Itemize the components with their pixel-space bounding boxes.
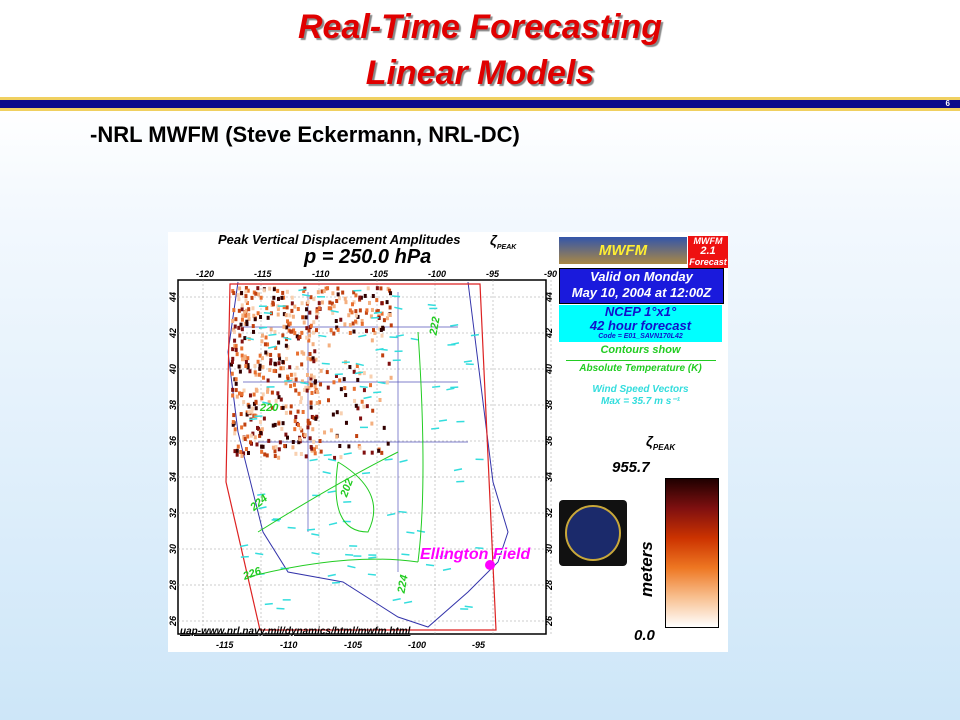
lat-tick-left: 40 [168, 363, 179, 375]
lat-tick-left: 42 [168, 327, 179, 339]
contour-label: 220 [260, 402, 279, 414]
domain-boundary [225, 283, 497, 631]
lat-tick-right: 40 [544, 363, 555, 375]
lat-tick-right: 32 [544, 507, 555, 519]
slide-title-line1: Real-Time Forecasting [297, 8, 663, 46]
ellington-field-label: Ellington Field [420, 546, 531, 563]
lat-tick-right: 36 [544, 435, 555, 447]
version-badge: MWFM 2.1 Forecast [688, 236, 728, 268]
wind-vectors-text: Wind Speed Vectors Max = 35.7 m s⁻¹ [592, 384, 689, 407]
lon-tick-bottom: -95 [472, 640, 486, 650]
page-number: 6 [945, 99, 950, 108]
lon-tick-top: -90 [544, 269, 558, 279]
lon-tick-top: -95 [486, 269, 500, 279]
lat-tick-right: 42 [544, 327, 555, 339]
colorbar-min: 0.0 [634, 627, 655, 644]
lat-tick-left: 36 [168, 435, 179, 447]
mwfm-logo: MWFM [559, 237, 687, 264]
colorbar-max: 955.7 [612, 459, 650, 476]
lon-tick-top: -120 [196, 269, 215, 279]
lat-tick-right: 28 [544, 579, 555, 591]
temperature-contours [247, 331, 424, 578]
lat-tick-left: 44 [168, 291, 179, 303]
lat-tick-right: 26 [544, 615, 555, 627]
model-info-box: NCEP 1°x1° 42 hour forecast Code = E01_SAV… [559, 305, 722, 342]
navy-seal-logo [559, 500, 627, 566]
lon-tick-top: -100 [428, 269, 447, 279]
lat-tick-left: 34 [168, 471, 179, 483]
contour-legend-line [566, 360, 716, 361]
valid-time-box: Valid on Monday May 10, 2004 at 12:00Z [559, 268, 724, 304]
lat-tick-left: 32 [168, 507, 179, 519]
map-plot [177, 279, 552, 635]
state-boundaries [227, 281, 509, 628]
lon-tick-bottom: -100 [408, 640, 427, 650]
lon-tick-top: -105 [370, 269, 389, 279]
lat-tick-left: 30 [168, 543, 179, 555]
colorbar-unit: meters [637, 541, 656, 597]
lat-tick-left: 28 [168, 579, 179, 591]
zeta-symbol: ζPEAK [490, 232, 517, 251]
slide-title-line2: Linear Models [365, 54, 595, 92]
lon-tick-bottom: -115 [216, 640, 234, 650]
lon-tick-bottom: -110 [280, 640, 298, 650]
source-url: uap-www.nrl.navy.mil/dynamics/html/mwfm.… [180, 626, 411, 637]
contours-show-text: Contours show [600, 344, 681, 356]
bullet-text: -NRL MWFM (Steve Eckermann, NRL-DC) [90, 122, 520, 147]
ellington-field-marker [485, 560, 495, 570]
lat-tick-right: 38 [544, 399, 555, 411]
lat-tick-right: 34 [544, 471, 555, 483]
colorbar-zeta-label: ζPEAK [646, 433, 676, 452]
lat-tick-right: 30 [544, 543, 555, 555]
title-divider-bar [0, 97, 960, 111]
colorbar [665, 478, 719, 628]
contour-field-text: Absolute Temperature (K) [579, 363, 702, 374]
lat-tick-left: 38 [168, 399, 179, 411]
lat-tick-left: 26 [168, 615, 179, 627]
forecast-map-figure: Peak Vertical Displacement Amplitudes ζP… [168, 232, 728, 652]
lon-tick-top: -115 [254, 269, 272, 279]
lat-tick-right: 44 [544, 291, 555, 303]
pressure-level: p = 250.0 hPa [304, 246, 432, 268]
figure-title: Peak Vertical Displacement Amplitudes [218, 232, 461, 247]
lon-tick-top: -110 [312, 269, 330, 279]
lon-tick-bottom: -105 [344, 640, 363, 650]
